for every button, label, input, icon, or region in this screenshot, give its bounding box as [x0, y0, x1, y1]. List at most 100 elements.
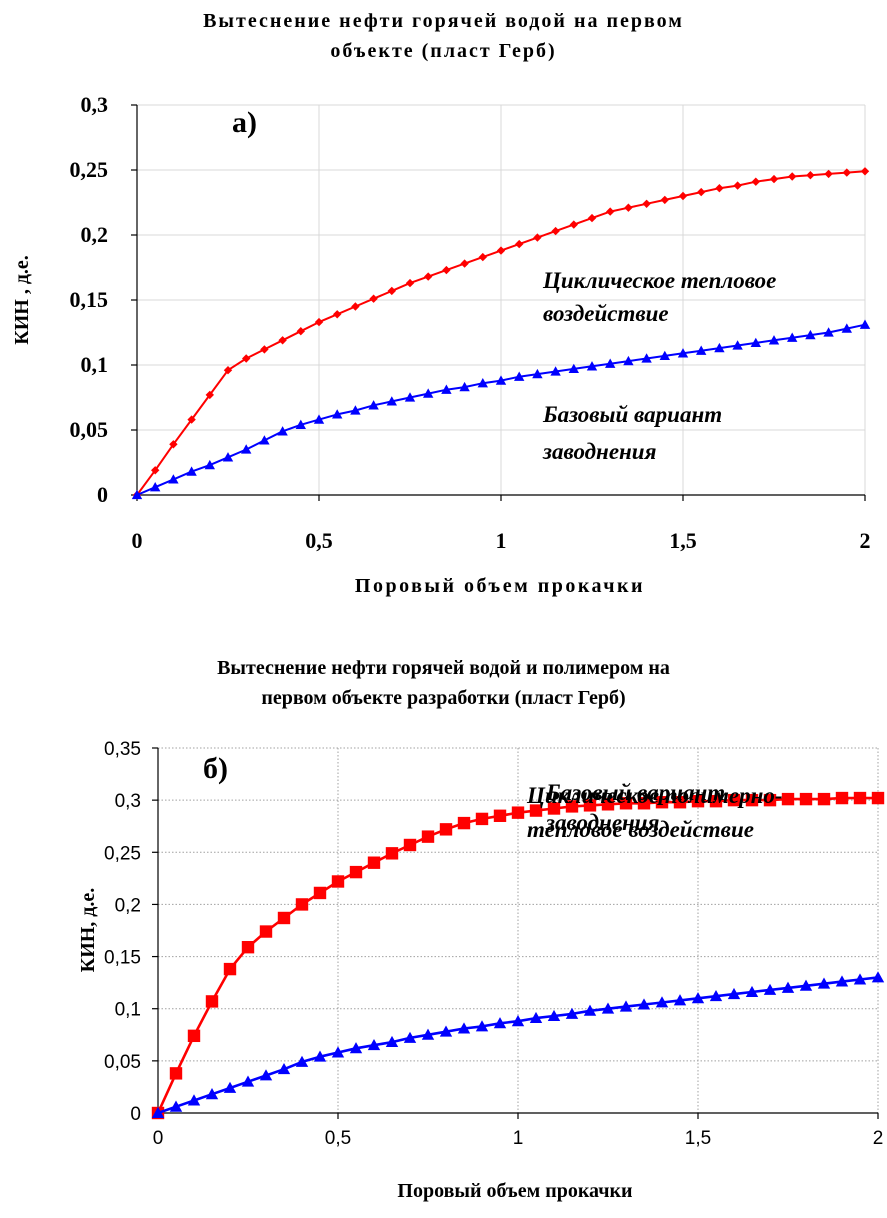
chart-b-y-tick-label: 0,05: [104, 1052, 141, 1073]
chart-b-series-2-point: [691, 992, 705, 1004]
chart-b-series-1-point: [349, 865, 363, 879]
chart-b-series-2-point: [349, 1042, 363, 1054]
chart-b-series-2: [151, 971, 885, 1118]
chart-b-y-tick-label: 0,2: [115, 895, 141, 916]
chart-a-series-2-point: [186, 466, 197, 476]
chart-b-y-tick-label: 0: [130, 1104, 141, 1125]
chart-a-annotation-2-line-1: Базовый вариант: [542, 402, 722, 427]
chart-a-title-line-2: объекте (пласт Герб): [330, 40, 557, 62]
chart-b-series-2-point: [151, 1106, 165, 1118]
chart-a-series-1-point: [314, 317, 324, 327]
chart-a-series-2-point: [168, 474, 179, 484]
chart-a-x-tick-label: 0: [132, 528, 143, 553]
chart-b-series-1-point: [601, 798, 615, 811]
chart-b-series-2-point: [493, 1017, 507, 1029]
chart-a-series-1-point: [860, 167, 870, 176]
chart-a-series-1-point: [187, 415, 196, 424]
chart-a-series-2-point: [623, 355, 634, 366]
chart-a-series-2-point: [350, 405, 361, 415]
chart-b-series-2-point: [781, 981, 795, 993]
chart-b-series-2-point: [619, 1000, 633, 1012]
chart-a-series-2-point: [805, 329, 816, 340]
chart-b-x-tick-label: 0: [153, 1128, 164, 1149]
chart-a-series-2-point: [222, 452, 234, 462]
chart-a-series-1-point: [478, 252, 487, 262]
chart-b-series-2-point: [277, 1063, 291, 1075]
chart-b-series-1-point: [529, 804, 543, 817]
chart-a-series-2-point: [714, 342, 725, 353]
chart-b-series-1-point: [313, 886, 327, 900]
chart-a-x-tick-label: 1,5: [669, 528, 697, 553]
chart-a-series-2-point: [386, 396, 397, 406]
chart-b-series-1-point: [205, 995, 219, 1008]
chart-a-series-2-point: [787, 332, 798, 342]
chart-b-series-1-point: [493, 809, 507, 822]
chart-a-series-1-point: [442, 265, 451, 275]
chart-b-series-1-point: [619, 797, 633, 810]
chart-a-series-1-point: [242, 354, 251, 363]
chart-a-series-1-point: [824, 169, 833, 179]
chart-b-title-line-1: Вытеснение нефти горячей водой и полимер…: [217, 657, 670, 679]
chart-a-series-2-point: [204, 459, 215, 470]
chart-b-series-1-point: [421, 830, 435, 843]
chart-b-series-2-point: [871, 971, 885, 983]
chart-a-title: Вытеснение нефти горячей водой на первом…: [0, 6, 887, 66]
chart-a-x-tick-label: 1: [496, 528, 507, 553]
chart-b-series-1-point: [745, 793, 759, 807]
chart-b-y-axis-title: КИН, д.е.: [77, 888, 99, 973]
chart-b-series-2-point: [799, 979, 813, 991]
chart-a-series-1-point: [151, 466, 160, 475]
chart-a-series-1-point: [533, 233, 542, 242]
chart-a-series-2: [131, 319, 871, 500]
chart-b-series-2-point: [223, 1081, 237, 1093]
chart-a-series-1-point: [460, 259, 469, 268]
chart-a-x-axis-title: Поровый объем прокачки: [355, 575, 645, 597]
chart-a-series-2-point: [532, 368, 543, 379]
chart-a-series-1-point: [405, 278, 415, 288]
chart-a-series-1-point: [678, 191, 688, 201]
chart-a-series-2-point: [441, 384, 452, 394]
chart-b-series-2-point: [169, 1100, 183, 1112]
chart-a-series-1-point: [660, 195, 669, 205]
chart-a-annotation-1-line-2: воздействие: [543, 301, 669, 326]
chart-a-series-2-point: [241, 444, 252, 454]
chart-b-y-tick-label: 0,3: [115, 791, 141, 812]
chart-b-series-2-point: [835, 975, 849, 987]
chart-a-series-1-point: [569, 220, 578, 229]
chart-a-series-2-point: [514, 371, 525, 381]
chart-b-series-1-point: [277, 911, 291, 925]
chart-b-series-1-point: [835, 791, 849, 805]
chart-b-series-1-point: [223, 962, 237, 976]
chart-a-series-2-point: [495, 375, 507, 385]
chart-b-series-2-point: [439, 1025, 453, 1037]
chart-a-series-1-point: [642, 199, 651, 208]
chart-a-series-2-point: [459, 381, 470, 392]
chart-a-series-2-point: [404, 392, 416, 402]
chart-b-series-1-point: [367, 856, 381, 869]
chart-b-series-1-point: [583, 799, 597, 812]
chart-a-series-2-point: [677, 348, 689, 358]
chart-a-series-2-point: [641, 353, 652, 363]
chart-a-series-2-point: [295, 419, 306, 429]
chart-a-annotation-1-line-1: Циклическое тепловое: [542, 268, 776, 293]
chart-b-series-1-point: [295, 898, 309, 911]
chart-b-series-1-point: [655, 796, 669, 809]
chart-a-panel-label: а): [232, 106, 257, 139]
chart-b-series-1-point: [187, 1029, 201, 1043]
chart-b-y-tick-label: 0,15: [104, 948, 141, 969]
chart-a-series-1-point: [496, 246, 506, 255]
chart-a-series-2-point: [150, 482, 161, 492]
chart-a-series-1-point: [278, 336, 287, 345]
chart-a-series-1-point: [806, 171, 815, 180]
chart-b-x-axis-title: Поровый объем прокачки: [397, 1180, 632, 1202]
chart-a-y-tick-label: 0: [97, 482, 108, 507]
chart-b-series-1-point: [439, 823, 453, 836]
chart-b-series-1-point: [403, 838, 417, 852]
chart-a-series-2-point: [423, 388, 434, 398]
chart-a-y-tick-label: 0,2: [81, 222, 109, 247]
chart-b-series-1-point: [799, 792, 813, 806]
chart-b-x-tick-label: 1: [513, 1128, 524, 1149]
chart-b-series-2-point: [421, 1028, 435, 1040]
chart-a-series-2-point: [750, 337, 761, 348]
chart-b-series-2-point: [367, 1039, 381, 1051]
